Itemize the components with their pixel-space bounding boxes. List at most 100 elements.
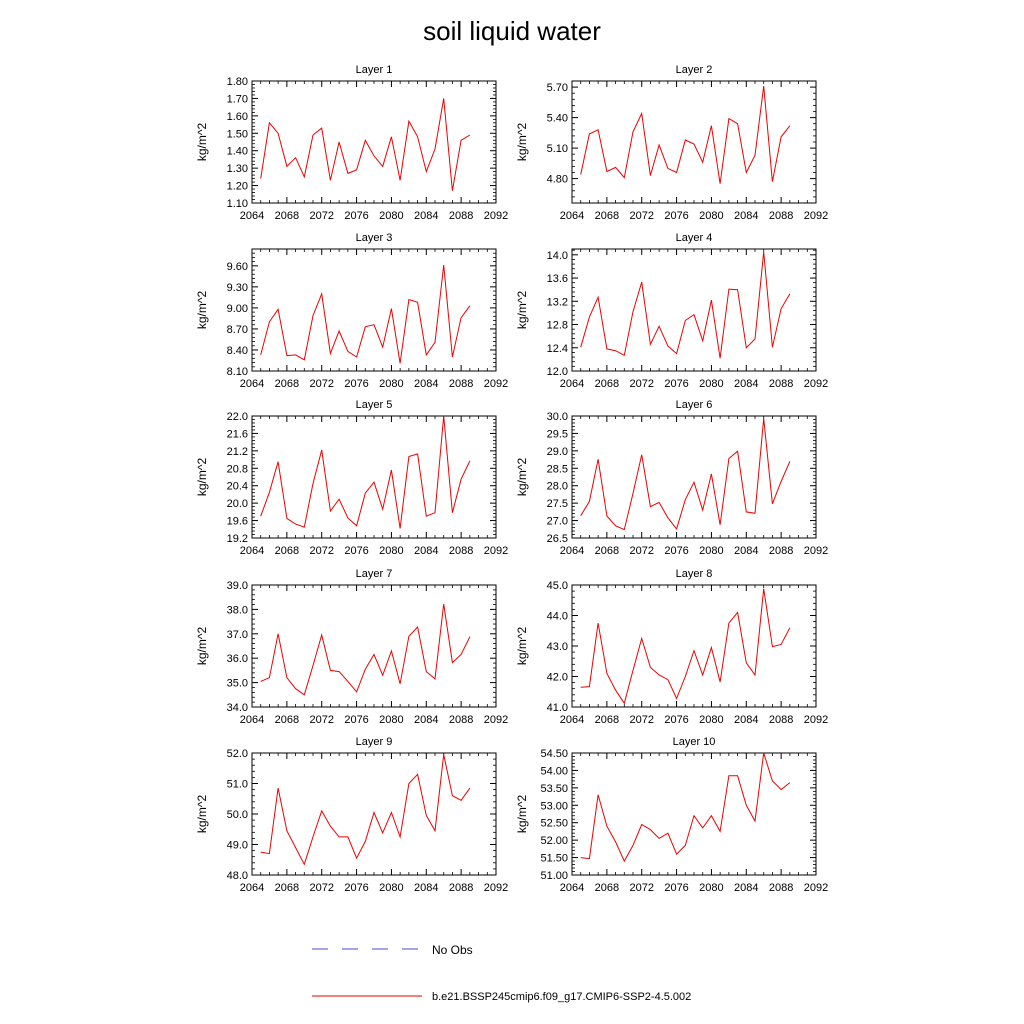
y-axis-label: kg/m^2 bbox=[515, 795, 529, 834]
y-axis-label: kg/m^2 bbox=[195, 458, 209, 497]
plot-frame bbox=[571, 415, 817, 539]
x-tick-label: 2088 bbox=[769, 882, 793, 894]
y-tick-label: 34.0 bbox=[227, 702, 248, 714]
x-tick-label: 2076 bbox=[664, 714, 688, 726]
y-tick-label: 38.0 bbox=[227, 604, 248, 616]
panel-title: Layer 7 bbox=[356, 568, 393, 580]
y-tick-label: 48.0 bbox=[227, 870, 248, 882]
x-tick-label: 2072 bbox=[309, 545, 333, 557]
chart-panel-5: Layer 5 kg/m^2 2064 2068 2072 2076 2080 2084 208… bbox=[195, 399, 508, 557]
y-tick-label: 45.0 bbox=[547, 580, 568, 592]
y-tick-label: 44.0 bbox=[547, 611, 568, 623]
x-tick-label: 2092 bbox=[484, 378, 508, 390]
x-tick-label: 2084 bbox=[414, 882, 438, 894]
y-tick-label: 28.0 bbox=[547, 481, 568, 493]
x-tick-label: 2092 bbox=[804, 882, 828, 894]
y-tick-label: 49.0 bbox=[227, 840, 248, 852]
x-tick-label: 2080 bbox=[699, 210, 723, 222]
x-tick-label: 2068 bbox=[595, 882, 619, 894]
x-tick-label: 2076 bbox=[664, 545, 688, 557]
x-tick-label: 2088 bbox=[449, 882, 473, 894]
x-tick-label: 2072 bbox=[629, 378, 653, 390]
y-tick-label: 22.0 bbox=[227, 411, 248, 423]
y-tick-label: 1.80 bbox=[227, 76, 248, 88]
y-tick-label: 20.0 bbox=[227, 498, 248, 510]
y-tick-label: 20.8 bbox=[227, 463, 248, 475]
y-tick-label: 52.00 bbox=[540, 835, 568, 847]
chart-panel-7: Layer 7 kg/m^2 2064 2068 2072 2076 2080 2084 208… bbox=[195, 568, 508, 726]
x-tick-label: 2064 bbox=[240, 545, 264, 557]
series-line-1 bbox=[580, 251, 791, 359]
legend: No Obs b.e21.BSSP245cmip6.f09_g17.CMIP6-… bbox=[312, 943, 691, 1003]
x-tick-label: 2068 bbox=[595, 210, 619, 222]
x-tick-label: 2076 bbox=[344, 545, 368, 557]
x-tick-label: 2072 bbox=[629, 545, 653, 557]
y-tick-label: 20.4 bbox=[227, 481, 248, 493]
legend-no-obs-label: No Obs bbox=[432, 943, 473, 957]
chart-panel-9: Layer 9 kg/m^2 2064 2068 2072 2076 2080 2084 208… bbox=[195, 736, 508, 894]
x-tick-label: 2076 bbox=[664, 882, 688, 894]
series-line-1 bbox=[580, 86, 791, 184]
x-tick-label: 2084 bbox=[414, 378, 438, 390]
plot-frame bbox=[251, 584, 497, 708]
x-tick-label: 2076 bbox=[664, 378, 688, 390]
y-tick-label: 5.70 bbox=[547, 82, 568, 94]
x-tick-label: 2084 bbox=[734, 378, 758, 390]
y-tick-label: 52.50 bbox=[540, 818, 568, 830]
plot-frame bbox=[571, 584, 817, 708]
legend-model-label: b.e21.BSSP245cmip6.f09_g17.CMIP6-SSP2-4.… bbox=[432, 991, 691, 1003]
figure-title: soil liquid water bbox=[423, 16, 601, 46]
y-tick-label: 13.2 bbox=[547, 296, 568, 308]
panel-title: Layer 3 bbox=[356, 232, 393, 244]
y-tick-label: 8.40 bbox=[227, 345, 248, 357]
x-tick-label: 2088 bbox=[769, 210, 793, 222]
x-tick-label: 2092 bbox=[484, 714, 508, 726]
chart-panel-1: Layer 1 kg/m^2 2064 2068 2072 2076 2080 2084 208… bbox=[195, 64, 508, 222]
y-tick-label: 54.00 bbox=[540, 765, 568, 777]
y-tick-label: 8.70 bbox=[227, 324, 248, 336]
x-tick-label: 2084 bbox=[734, 545, 758, 557]
y-axis-label: kg/m^2 bbox=[195, 627, 209, 666]
y-tick-label: 35.0 bbox=[227, 678, 248, 690]
y-tick-label: 12.4 bbox=[547, 343, 568, 355]
x-tick-label: 2084 bbox=[414, 210, 438, 222]
x-tick-label: 2068 bbox=[275, 714, 299, 726]
x-tick-label: 2068 bbox=[275, 882, 299, 894]
y-tick-label: 53.50 bbox=[540, 783, 568, 795]
chart-panel-8: Layer 8 kg/m^2 2064 2068 2072 2076 2080 2084 208… bbox=[515, 568, 828, 726]
series-line-1 bbox=[260, 415, 471, 529]
x-tick-label: 2068 bbox=[275, 210, 299, 222]
y-tick-label: 50.0 bbox=[227, 809, 248, 821]
x-tick-label: 2072 bbox=[309, 882, 333, 894]
y-tick-label: 1.70 bbox=[227, 93, 248, 105]
y-tick-label: 1.10 bbox=[227, 198, 248, 210]
x-tick-label: 2064 bbox=[240, 378, 264, 390]
x-tick-label: 2064 bbox=[560, 714, 584, 726]
y-tick-label: 27.0 bbox=[547, 516, 568, 528]
y-tick-label: 1.20 bbox=[227, 181, 248, 193]
panel-title: Layer 5 bbox=[356, 399, 393, 411]
y-tick-label: 51.0 bbox=[227, 779, 248, 791]
series-line-1 bbox=[580, 588, 791, 705]
y-tick-label: 4.80 bbox=[547, 174, 568, 186]
x-tick-label: 2072 bbox=[309, 714, 333, 726]
x-tick-label: 2080 bbox=[699, 882, 723, 894]
x-tick-label: 2068 bbox=[595, 378, 619, 390]
y-tick-label: 54.50 bbox=[540, 748, 568, 760]
x-tick-label: 2080 bbox=[379, 210, 403, 222]
x-tick-label: 2064 bbox=[560, 882, 584, 894]
x-tick-label: 2076 bbox=[344, 714, 368, 726]
series-line-1 bbox=[260, 265, 471, 364]
panel-title: Layer 2 bbox=[676, 64, 713, 76]
y-tick-label: 27.5 bbox=[547, 498, 568, 510]
x-tick-label: 2088 bbox=[449, 378, 473, 390]
y-tick-label: 43.0 bbox=[547, 641, 568, 653]
y-tick-label: 26.5 bbox=[547, 533, 568, 545]
x-tick-label: 2064 bbox=[560, 378, 584, 390]
x-tick-label: 2080 bbox=[379, 714, 403, 726]
y-tick-label: 12.0 bbox=[547, 366, 568, 378]
y-tick-label: 30.0 bbox=[547, 411, 568, 423]
x-tick-label: 2064 bbox=[240, 714, 264, 726]
x-tick-label: 2072 bbox=[629, 882, 653, 894]
y-axis-label: kg/m^2 bbox=[195, 795, 209, 834]
